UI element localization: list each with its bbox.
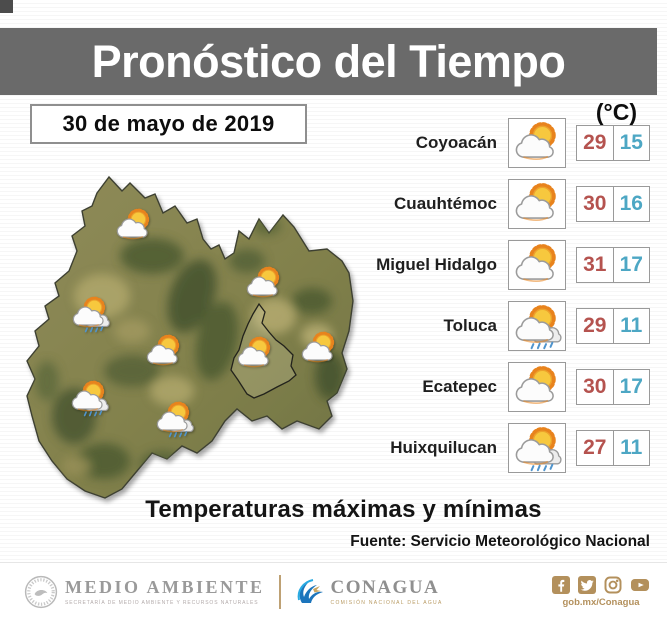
max-temp: 29 — [583, 131, 607, 154]
map-weather-icon — [111, 207, 157, 250]
temp-box: 29 15 — [576, 125, 650, 161]
partly-cloudy-icon — [515, 243, 556, 282]
map-weather-icon — [241, 265, 287, 308]
instagram-icon[interactable] — [604, 576, 622, 594]
weather-icon-box — [508, 362, 566, 412]
twitter-icon[interactable] — [578, 575, 596, 594]
min-temp: 17 — [612, 248, 650, 282]
max-temp: 31 — [583, 253, 607, 276]
temp-box: 30 16 — [576, 186, 650, 222]
max-temp: 30 — [583, 375, 607, 398]
min-temp: 11 — [612, 431, 650, 465]
map-weather-icon — [141, 333, 187, 376]
header-bar: Pronóstico del Tiempo — [0, 28, 657, 95]
city-label: Huixquilucan — [390, 438, 497, 457]
footer: MEDIO AMBIENTE SECRETARÍA DE MEDIO AMBIE… — [0, 562, 667, 620]
map-weather-icon — [296, 330, 342, 373]
medio-ambiente-logo: MEDIO AMBIENTE SECRETARÍA DE MEDIO AMBIE… — [24, 575, 265, 609]
map-weather-icon — [67, 295, 113, 338]
forecast-row: Cuauhtémoc 30 16 — [360, 179, 650, 229]
weather-icon-box — [508, 423, 566, 473]
city-label: Miguel Hidalgo — [376, 255, 497, 274]
partly-cloudy-rain-icon — [515, 426, 562, 471]
city-label: Cuauhtémoc — [394, 194, 497, 213]
partly-cloudy-rain-icon — [71, 380, 109, 417]
map-weather-icon — [66, 379, 112, 422]
forecast-row: Huixquilucan 27 11 — [360, 423, 650, 473]
date-label: 30 de mayo de 2019 — [62, 111, 275, 136]
max-temp: 29 — [583, 314, 607, 337]
forecast-row: Toluca 29 11 — [360, 301, 650, 351]
temp-box: 27 11 — [576, 430, 650, 466]
weather-icon-box — [508, 179, 566, 229]
weather-icon-box — [508, 301, 566, 351]
partly-cloudy-icon — [116, 208, 150, 240]
partly-cloudy-rain-icon — [156, 401, 194, 438]
conagua-swoosh-icon — [297, 578, 323, 603]
social-block: gob.mx/Conagua — [552, 575, 650, 608]
temp-box: 29 11 — [576, 308, 650, 344]
valley-texture — [62, 195, 333, 476]
weather-icon-box — [508, 118, 566, 168]
map-weather-icon — [232, 335, 278, 378]
partly-cloudy-icon — [301, 331, 335, 363]
city-label: Ecatepec — [422, 377, 497, 396]
source-note: Fuente: Servicio Meteorológico Nacional — [350, 533, 650, 550]
partly-cloudy-icon — [237, 336, 271, 368]
partly-cloudy-icon — [515, 121, 556, 160]
footer-divider — [278, 574, 281, 609]
subtitle: Temperaturas máximas y mínimas — [145, 496, 542, 523]
max-temp: 30 — [583, 192, 607, 215]
forecast-row: Ecatepec 30 17 — [360, 362, 650, 412]
youtube-icon[interactable] — [630, 576, 650, 594]
city-label: Coyoacán — [415, 133, 497, 152]
partly-cloudy-icon — [246, 266, 280, 298]
map-weather-icon — [151, 400, 197, 443]
page-title: Pronóstico del Tiempo — [91, 35, 566, 87]
forecast-row: Miguel Hidalgo 31 17 — [360, 240, 650, 290]
forecast-row: Coyoacán 29 15 — [360, 118, 650, 168]
min-temp: 11 — [612, 309, 650, 343]
medio-ambiente-subtitle: SECRETARÍA DE MEDIO AMBIENTE Y RECURSOS … — [65, 600, 259, 606]
units-label: (°C) — [595, 99, 637, 125]
forecast-list: Coyoacán 29 15 Cuauhtémoc 30 16 Miguel Hidal… — [360, 118, 650, 473]
partly-cloudy-icon — [515, 182, 556, 221]
min-temp: 16 — [612, 187, 650, 221]
partly-cloudy-icon — [146, 334, 180, 366]
temp-box: 30 17 — [576, 369, 650, 405]
conagua-subtitle: COMISIÓN NACIONAL DEL AGUA — [330, 600, 443, 606]
partly-cloudy-rain-icon — [515, 304, 562, 349]
min-temp: 17 — [612, 370, 650, 404]
max-temp: 27 — [583, 436, 607, 459]
government-seal-icon — [24, 575, 58, 608]
min-temp: 15 — [612, 126, 650, 160]
state-of-mexico-map — [26, 175, 354, 499]
date-box: 30 de mayo de 2019 — [30, 104, 307, 144]
weather-icon-box — [508, 240, 566, 290]
facebook-icon[interactable] — [552, 575, 570, 594]
corner-decoration — [0, 0, 13, 13]
temp-box: 31 17 — [576, 247, 650, 283]
map-container — [12, 166, 362, 506]
partly-cloudy-icon — [515, 365, 556, 404]
conagua-logo: CONAGUA COMISIÓN NACIONAL DEL AGUA — [296, 576, 443, 608]
conagua-wordmark: CONAGUA — [330, 577, 440, 598]
state-shape — [26, 175, 354, 499]
medio-ambiente-wordmark: MEDIO AMBIENTE — [65, 577, 265, 597]
city-label: Toluca — [443, 316, 497, 335]
social-handle: gob.mx/Conagua — [562, 596, 640, 608]
partly-cloudy-rain-icon — [72, 296, 110, 333]
